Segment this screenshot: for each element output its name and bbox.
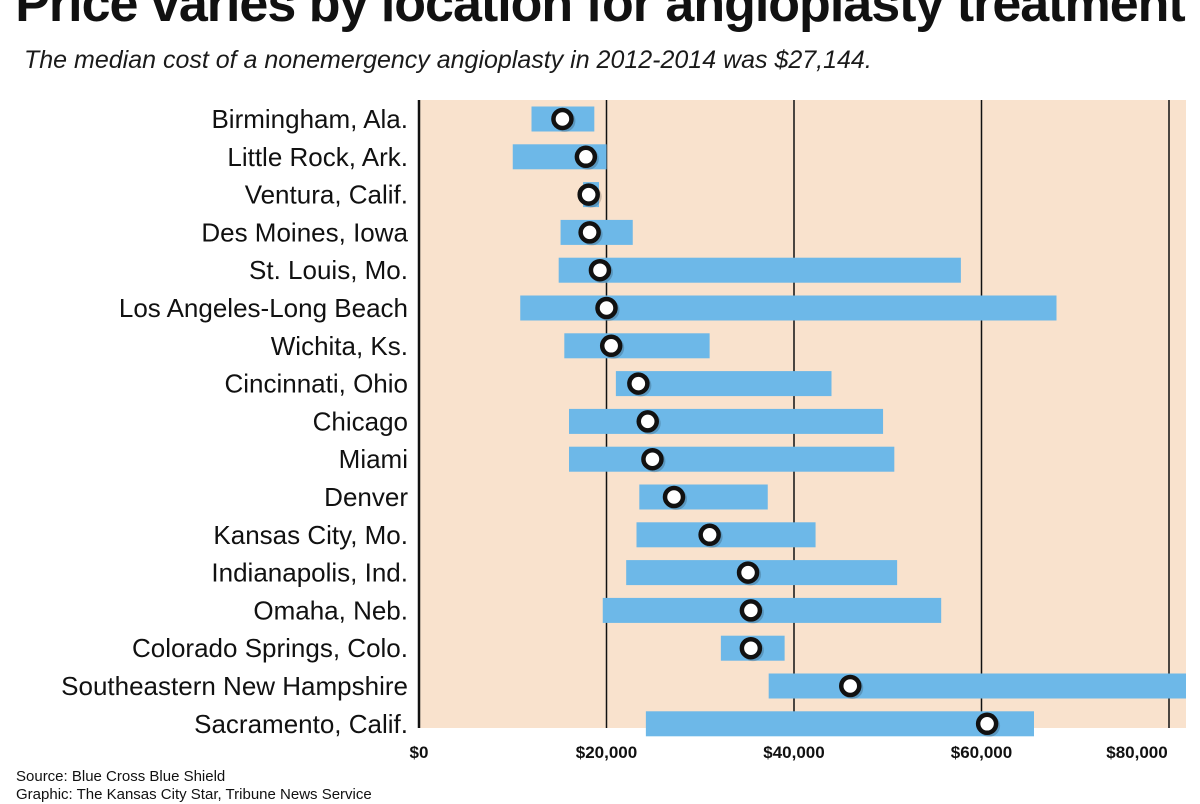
range-bar bbox=[569, 408, 884, 434]
category-label: Des Moines, Iowa bbox=[201, 217, 408, 247]
category-label: St. Louis, Mo. bbox=[249, 255, 408, 285]
median-marker bbox=[636, 410, 659, 433]
category-label: Little Rock, Ark. bbox=[227, 142, 408, 172]
median-marker bbox=[551, 107, 574, 131]
category-label: Los Angeles-Long Beach bbox=[119, 293, 408, 323]
x-tick-label: $20,000 bbox=[576, 743, 637, 762]
source-note: Source: Blue Cross Blue Shield bbox=[16, 768, 226, 785]
median-marker bbox=[627, 372, 650, 395]
median-marker bbox=[599, 334, 623, 358]
median-marker bbox=[574, 145, 598, 169]
range-bar bbox=[626, 560, 898, 586]
range-bar bbox=[602, 597, 942, 623]
range-bar bbox=[558, 257, 961, 283]
median-marker bbox=[588, 258, 612, 282]
category-label: Sacramento, Calif. bbox=[194, 709, 408, 739]
range-bar bbox=[636, 522, 816, 548]
graphic-credit: Graphic: The Kansas City Star, Tribune N… bbox=[16, 786, 372, 803]
range-bar bbox=[569, 446, 895, 472]
x-tick-label: $40,000 bbox=[763, 743, 824, 762]
range-bar bbox=[645, 711, 1034, 737]
median-marker bbox=[975, 712, 999, 736]
category-label: Wichita, Ks. bbox=[271, 331, 408, 361]
range-bar bbox=[564, 333, 710, 359]
footer: Source: Blue Cross Blue Shield Graphic: … bbox=[16, 768, 372, 804]
median-marker bbox=[595, 296, 618, 320]
median-marker bbox=[839, 674, 862, 698]
category-label: Chicago bbox=[313, 406, 408, 436]
range-bar bbox=[768, 673, 1186, 699]
category-label: Denver bbox=[324, 482, 408, 512]
range-bar bbox=[639, 484, 768, 510]
category-label: Birmingham, Ala. bbox=[211, 104, 408, 134]
median-marker bbox=[641, 447, 664, 471]
range-bar bbox=[615, 371, 832, 397]
category-label: Colorado Springs, Colo. bbox=[132, 633, 408, 663]
category-label: Indianapolis, Ind. bbox=[211, 558, 408, 588]
chart-subtitle: The median cost of a nonemergency angiop… bbox=[24, 46, 872, 74]
median-marker bbox=[577, 183, 600, 206]
category-label: Ventura, Calif. bbox=[245, 180, 408, 210]
median-marker bbox=[739, 636, 763, 660]
category-label: Southeastern New Hampshire bbox=[61, 671, 408, 701]
median-marker bbox=[578, 221, 601, 244]
x-tick-label: $80,000 bbox=[1106, 743, 1167, 762]
median-marker bbox=[662, 485, 686, 509]
category-label: Cincinnati, Ohio bbox=[224, 369, 408, 399]
category-label: Kansas City, Mo. bbox=[213, 520, 408, 550]
x-tick-label: $0 bbox=[410, 743, 429, 762]
category-label: Omaha, Neb. bbox=[253, 595, 408, 625]
median-marker bbox=[698, 523, 721, 547]
category-label: Miami bbox=[339, 444, 408, 474]
chart-title: Price varies by location for angioplasty… bbox=[15, 0, 1186, 33]
median-marker bbox=[739, 599, 763, 622]
x-tick-label: $60,000 bbox=[951, 743, 1012, 762]
median-marker bbox=[736, 561, 760, 584]
